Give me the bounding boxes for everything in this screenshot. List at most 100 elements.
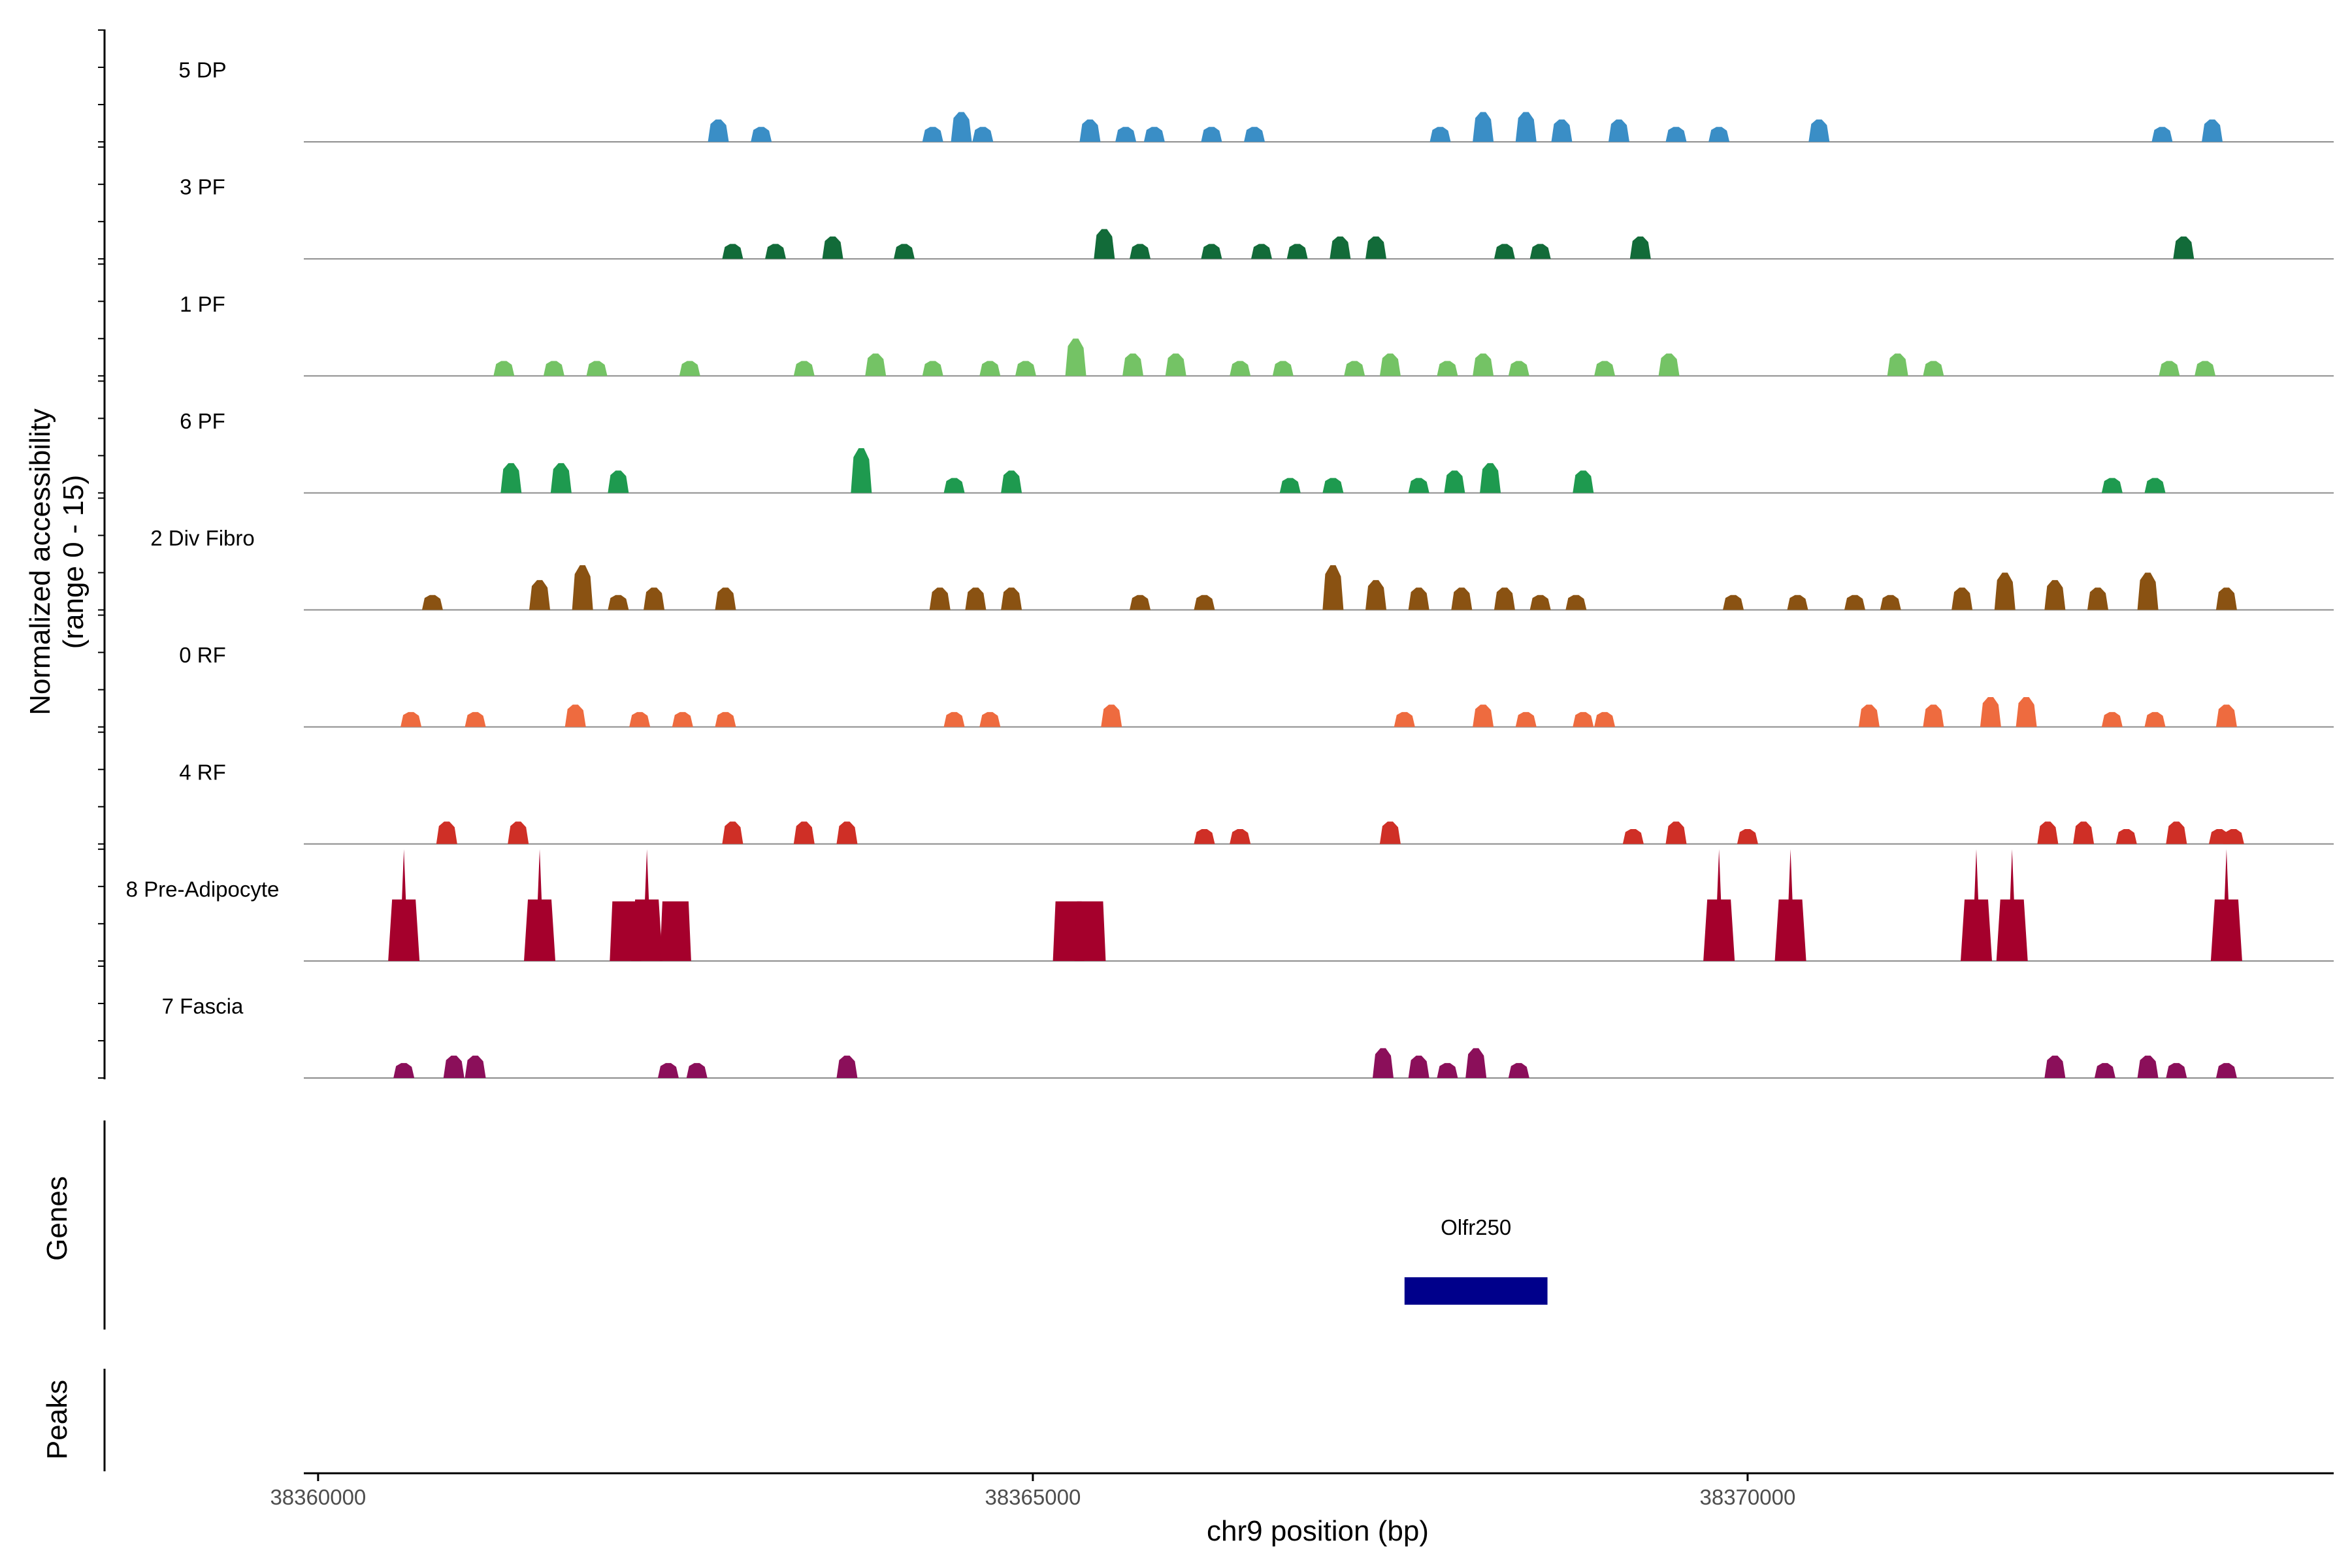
accessibility-peak (722, 821, 743, 844)
accessibility-peak (1923, 704, 1944, 727)
accessibility-peak (1129, 244, 1151, 259)
accessibility-peak (1665, 821, 1687, 844)
accessibility-peak (2173, 237, 2195, 259)
genes-panel-title: Genes (41, 1176, 73, 1261)
accessibility-peak (1887, 353, 1908, 376)
accessibility-peak (1429, 127, 1451, 142)
accessibility-peak (1194, 595, 1215, 610)
accessibility-peak (586, 361, 608, 376)
accessibility-peak (822, 237, 843, 259)
accessibility-peak (1201, 244, 1222, 259)
accessibility-peak (2202, 119, 2223, 142)
accessibility-peak (1001, 470, 1022, 493)
accessibility-peak (508, 821, 529, 844)
accessibility-peak (1465, 1048, 1487, 1078)
accessibility-peak (1952, 587, 1973, 610)
accessibility-peak (2144, 711, 2166, 727)
accessibility-peak (2115, 828, 2137, 844)
accessibility-peak (1122, 353, 1144, 376)
accessibility-peak (1230, 361, 1251, 376)
track-label: 5 DP (178, 58, 226, 82)
track-label: 1 PF (180, 292, 225, 316)
accessibility-peak (929, 587, 951, 610)
track-1-pf: 1 PF (180, 292, 2334, 377)
peaks-panel-title: Peaks (41, 1380, 73, 1460)
accessibility-peak (1494, 244, 1515, 259)
accessibility-peak (2137, 1055, 2159, 1078)
track-7-fascia: 7 Fascia (162, 994, 2334, 1079)
accessibility-peak (629, 711, 651, 727)
accessibility-peak (465, 711, 486, 727)
accessibility-peak (500, 463, 522, 493)
accessibility-peak (2073, 821, 2095, 844)
accessibility-peak (1594, 361, 1616, 376)
accessibility-peak (1408, 1055, 1429, 1078)
accessibility-peak (550, 463, 572, 493)
accessibility-peak (572, 565, 593, 610)
track-8-pre-adipocyte: 8 Pre-Adipocyte (126, 849, 2334, 962)
accessibility-peak (2215, 1063, 2237, 1078)
x-tick-label: 38370000 (1699, 1485, 1795, 1509)
track-label: 8 Pre-Adipocyte (126, 877, 280, 901)
accessibility-peak (400, 711, 422, 727)
accessibility-peak (679, 361, 700, 376)
accessibility-peak (1394, 711, 1415, 727)
accessibility-peak (2101, 711, 2123, 727)
x-tick-label: 38365000 (985, 1485, 1081, 1509)
accessibility-peak (2016, 697, 2037, 727)
accessibility-peak (1286, 244, 1308, 259)
accessibility-peak (836, 1055, 858, 1078)
accessibility-peak (1622, 828, 1644, 844)
accessibility-peak (1379, 821, 1401, 844)
accessibility-peak (1494, 587, 1515, 610)
y-axis-title-line: Normalized accessibility (24, 408, 56, 715)
accessibility-peak (1330, 237, 1351, 259)
accessibility-peak (1365, 580, 1387, 610)
accessibility-peak (1129, 595, 1151, 610)
accessibility-peak (1473, 112, 1494, 142)
accessibility-peak (1001, 587, 1022, 610)
accessibility-peak (465, 1055, 486, 1078)
accessibility-peak (672, 711, 693, 727)
accessibility-peak (979, 711, 1001, 727)
track-4-rf: 4 RF (179, 760, 2334, 845)
accessibility-peak (1573, 711, 1594, 727)
accessibility-peak (2044, 580, 2066, 610)
accessibility-peak (1079, 119, 1101, 142)
accessibility-peak (1629, 237, 1651, 259)
accessibility-peak (2166, 1063, 2187, 1078)
x-tick-label: 38360000 (270, 1485, 366, 1509)
accessibility-peak (2223, 828, 2244, 844)
genes-panel: Genes Olfr250 (41, 1120, 1548, 1330)
accessibility-peak (1923, 361, 1944, 376)
accessibility-peak (1437, 1063, 1458, 1078)
accessibility-peak (659, 901, 691, 961)
accessibility-peak (388, 849, 420, 961)
track-0-rf: 0 RF (179, 643, 2334, 728)
accessibility-peak (865, 353, 887, 376)
accessibility-peak (2195, 361, 2216, 376)
accessibility-peak (443, 1055, 465, 1078)
track-label: 6 PF (180, 409, 225, 433)
accessibility-peak (2210, 849, 2242, 961)
accessibility-peak (943, 711, 965, 727)
accessibility-peak (1408, 478, 1429, 493)
accessibility-peak (765, 244, 787, 259)
accessibility-peak (1074, 901, 1106, 961)
accessibility-peak (1244, 127, 1266, 142)
accessibility-peak (2044, 1055, 2066, 1078)
accessibility-peak (1508, 1063, 1529, 1078)
accessibility-peak (972, 127, 994, 142)
accessibility-peak (524, 849, 556, 961)
accessibility-peak (1529, 244, 1551, 259)
x-axis: 38360000 38365000 38370000 (270, 1472, 2334, 1509)
accessibility-peak (793, 361, 815, 376)
accessibility-peak (1737, 828, 1758, 844)
track-label: 0 RF (179, 643, 226, 667)
accessibility-peak (2137, 572, 2159, 610)
accessibility-peak (1143, 127, 1165, 142)
accessibility-peak (751, 127, 772, 142)
accessibility-peak (1365, 237, 1387, 259)
accessibility-peak (2166, 821, 2187, 844)
accessibility-peak (543, 361, 564, 376)
